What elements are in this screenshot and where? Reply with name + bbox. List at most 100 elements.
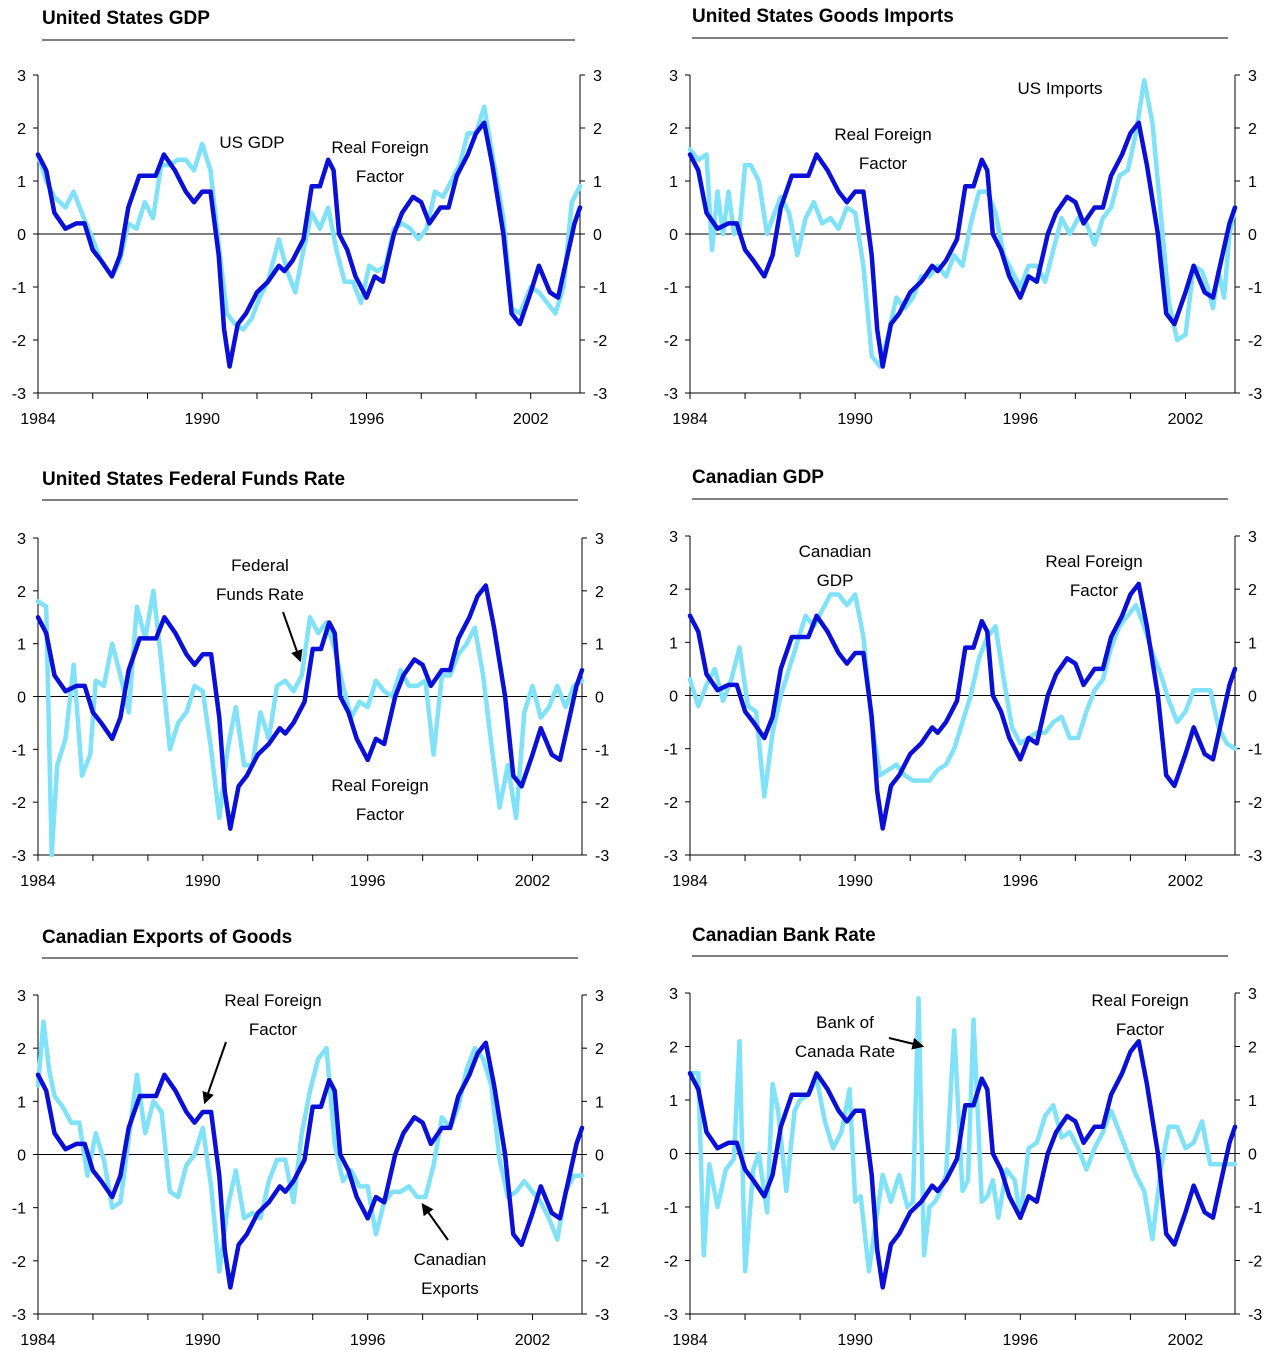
series-line-comparison bbox=[35, 104, 583, 332]
y-tick-label-left: 1 bbox=[17, 637, 26, 654]
y-tick-label-left: 0 bbox=[17, 690, 26, 707]
series-line-real-foreign-factor bbox=[687, 1038, 1238, 1290]
annotation-label: Bank of Canada Rate bbox=[795, 1013, 895, 1061]
y-tick-label-left: 1 bbox=[17, 174, 26, 191]
y-tick-label-left: -1 bbox=[664, 742, 678, 759]
annotation-arrow bbox=[282, 611, 303, 663]
y-tick-label-right: 0 bbox=[1248, 227, 1257, 244]
y-tick-label-left: 3 bbox=[17, 531, 26, 548]
y-tick-label-left: 3 bbox=[669, 68, 678, 85]
chart-panel: United States GDP -3 -3 -2 -2 -1 -1 0 0 1 1 2 2 3 3 198… bbox=[12, 8, 608, 428]
y-tick-label-right: 3 bbox=[1248, 529, 1257, 546]
y-tick-label-left: -1 bbox=[664, 280, 678, 297]
y-tick-label-right: 0 bbox=[1248, 689, 1257, 706]
chart-title: Canadian GDP bbox=[692, 467, 824, 488]
y-tick-label-left: -2 bbox=[12, 333, 26, 350]
y-tick-label-right: -3 bbox=[595, 848, 609, 865]
y-tick-label-right: 2 bbox=[1248, 121, 1257, 138]
y-tick-label-left: 0 bbox=[17, 227, 26, 244]
series-line-comparison bbox=[687, 996, 1238, 1274]
x-tick-label: 1990 bbox=[837, 1332, 873, 1349]
y-tick-label-left: 3 bbox=[669, 986, 678, 1003]
x-tick-label: 1996 bbox=[350, 1332, 386, 1349]
y-tick-label-left: -3 bbox=[12, 386, 26, 403]
y-tick-label-right: 3 bbox=[595, 988, 604, 1005]
y-tick-label-right: 2 bbox=[1248, 1040, 1257, 1057]
y-tick-label-left: 1 bbox=[17, 1094, 26, 1111]
y-tick-label-left: 3 bbox=[17, 988, 26, 1005]
x-tick-label: 2002 bbox=[1168, 873, 1204, 890]
y-tick-label-right: 1 bbox=[1248, 635, 1257, 652]
y-tick-label-left: -3 bbox=[664, 848, 678, 865]
x-tick-label: 1990 bbox=[185, 873, 221, 890]
series-line-comparison bbox=[687, 592, 1238, 799]
y-tick-label-left: -1 bbox=[12, 280, 26, 297]
y-tick-label-right: -1 bbox=[1248, 280, 1262, 297]
chart-panel: United States Goods Imports -3 -3 -2 -2 -1 -1 0… bbox=[664, 6, 1263, 428]
annotation-label: Real Foreign Factor bbox=[1091, 991, 1188, 1039]
y-tick-label-left: -1 bbox=[12, 1201, 26, 1218]
y-tick-label-right: -3 bbox=[593, 386, 607, 403]
y-tick-label-right: 2 bbox=[595, 1041, 604, 1058]
annotation-label: Real Foreign Factor bbox=[1045, 552, 1142, 600]
y-tick-label-right: 0 bbox=[595, 1148, 604, 1165]
x-tick-label: 1996 bbox=[1003, 411, 1039, 428]
y-tick-label-right: 2 bbox=[595, 584, 604, 601]
y-tick-label-right: -2 bbox=[1248, 1254, 1262, 1271]
y-tick-label-left: 3 bbox=[17, 68, 26, 85]
y-tick-label-right: -2 bbox=[1248, 333, 1262, 350]
series-line-real-foreign-factor bbox=[35, 583, 585, 831]
y-tick-label-right: 3 bbox=[595, 531, 604, 548]
y-tick-label-right: 3 bbox=[1248, 68, 1257, 85]
y-tick-label-left: -1 bbox=[12, 742, 26, 759]
y-tick-label-left: 2 bbox=[17, 584, 26, 601]
chart-title: United States GDP bbox=[42, 8, 210, 29]
annotation-label: Federal Funds Rate bbox=[216, 556, 304, 604]
chart-panel: Canadian Exports of Goods -3 -3 -2 -2 -1 -1 0 0 1… bbox=[12, 927, 610, 1349]
y-tick-label-left: -2 bbox=[12, 795, 26, 812]
annotation-label: Real Foreign Factor bbox=[224, 991, 321, 1039]
y-tick-label-right: -2 bbox=[595, 795, 609, 812]
x-tick-label: 2002 bbox=[1168, 411, 1204, 428]
y-tick-label-left: 1 bbox=[669, 1093, 678, 1110]
y-tick-label-right: -3 bbox=[595, 1307, 609, 1324]
annotation-label: Real Foreign Factor bbox=[834, 125, 931, 173]
y-tick-label-left: -2 bbox=[664, 1254, 678, 1271]
y-tick-label-right: 1 bbox=[595, 1094, 604, 1111]
series-line-comparison bbox=[35, 588, 585, 858]
chart-title: Canadian Bank Rate bbox=[692, 925, 876, 946]
series-line-real-foreign-factor bbox=[35, 1040, 585, 1290]
y-tick-label-right: -1 bbox=[1248, 1200, 1262, 1217]
y-tick-label-left: -3 bbox=[12, 1307, 26, 1324]
annotation-arrow bbox=[421, 1203, 449, 1241]
series-line-real-foreign-factor bbox=[687, 581, 1238, 831]
annotation-arrow bbox=[202, 1041, 227, 1105]
chart-title: United States Goods Imports bbox=[692, 6, 954, 27]
chart-panel: United States Federal Funds Rate -3 -3 -2 -2… bbox=[12, 469, 610, 890]
y-tick-label-right: -1 bbox=[593, 280, 607, 297]
y-tick-label-right: 1 bbox=[595, 637, 604, 654]
y-tick-label-left: -3 bbox=[664, 386, 678, 403]
y-tick-label-right: -3 bbox=[1248, 848, 1262, 865]
x-tick-label: 2002 bbox=[515, 1332, 551, 1349]
y-tick-label-right: -3 bbox=[1248, 386, 1262, 403]
x-tick-label: 1984 bbox=[20, 873, 56, 890]
y-tick-label-left: 0 bbox=[669, 1147, 678, 1164]
y-tick-label-left: 3 bbox=[669, 529, 678, 546]
x-tick-label: 1984 bbox=[672, 1332, 708, 1349]
y-tick-label-left: -2 bbox=[664, 333, 678, 350]
y-tick-label-left: 2 bbox=[669, 121, 678, 138]
x-tick-label: 2002 bbox=[1168, 1332, 1204, 1349]
x-tick-label: 1996 bbox=[350, 873, 386, 890]
x-tick-label: 1984 bbox=[20, 1332, 56, 1349]
y-tick-label-right: -1 bbox=[595, 742, 609, 759]
y-tick-label-left: 2 bbox=[17, 121, 26, 138]
y-tick-label-left: 2 bbox=[17, 1041, 26, 1058]
y-tick-label-right: 1 bbox=[593, 174, 602, 191]
annotation-label: US Imports bbox=[1017, 79, 1102, 98]
x-tick-label: 2002 bbox=[513, 411, 549, 428]
y-tick-label-left: 0 bbox=[17, 1148, 26, 1165]
y-tick-label-right: 1 bbox=[1248, 1093, 1257, 1110]
y-tick-label-right: 1 bbox=[1248, 174, 1257, 191]
